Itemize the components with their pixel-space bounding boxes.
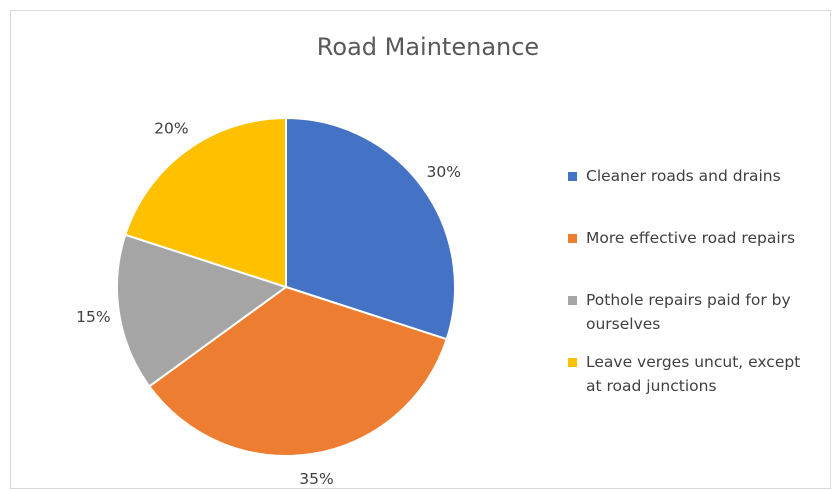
- legend-label: More effective road repairs: [586, 229, 796, 247]
- data-label: 15%: [76, 308, 110, 326]
- legend: Cleaner roads and drains More effective r…: [568, 164, 818, 412]
- data-label: 30%: [427, 163, 461, 181]
- legend-item: Cleaner roads and drains: [568, 164, 818, 226]
- legend-swatch: [568, 358, 577, 367]
- pie-slice: [285, 116, 456, 341]
- data-label: 35%: [299, 470, 333, 488]
- data-label: 20%: [154, 120, 188, 138]
- pie-slice: [124, 116, 287, 289]
- legend-item: Leave verges uncut, except at road junct…: [568, 350, 818, 412]
- pie-slice: [147, 285, 448, 458]
- legend-label: Pothole repairs paid for by ourselves: [586, 291, 791, 333]
- legend-swatch: [568, 296, 577, 305]
- legend-swatch: [568, 172, 577, 181]
- legend-swatch: [568, 234, 577, 243]
- chart-title: Road Maintenance: [317, 33, 539, 61]
- legend-label: Cleaner roads and drains: [586, 167, 781, 185]
- legend-label: Leave verges uncut, except at road junct…: [586, 353, 801, 395]
- legend-item: More effective road repairs: [568, 226, 818, 288]
- legend-item: Pothole repairs paid for by ourselves: [568, 288, 818, 350]
- pie-slice: [116, 233, 289, 388]
